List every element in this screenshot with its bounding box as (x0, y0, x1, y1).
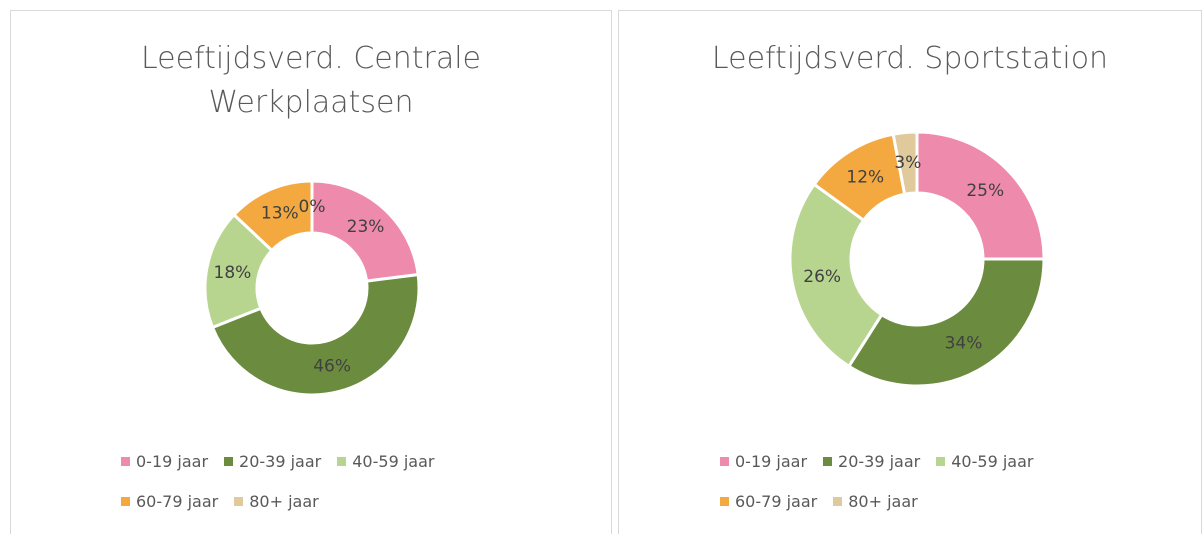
legend-item: 80+ jaar (833, 489, 918, 513)
legend-swatch (720, 496, 729, 506)
legend-swatch (234, 496, 244, 506)
legend-label: 60-79 jaar (735, 491, 818, 511)
legend-swatch (936, 456, 946, 466)
donut-segment (846, 257, 1046, 388)
legend-label: 60-79 jaar (136, 491, 219, 511)
legend: 0-19 jaar 20-39 jaar 40-59 jaar 60-79 jaar 8… (121, 449, 501, 513)
chart: 25% 34% 26% 12% 3% (788, 130, 1046, 388)
chart-title: Leeftijdsverd. Sportstation (711, 41, 1109, 76)
legend-label: 20-39 jaar (838, 451, 921, 471)
chart-panel: Leeftijdsverd. Centrale Werkplaatsen 23%… (10, 10, 612, 534)
legend-label: 80+ jaar (848, 491, 918, 511)
legend-label: 0-19 jaar (735, 451, 808, 471)
data-label: 12% (846, 168, 884, 188)
data-label: 13% (261, 204, 299, 224)
donut-segment (210, 272, 421, 397)
legend-swatch (720, 456, 729, 466)
legend-item: 40-59 jaar (936, 449, 1033, 473)
data-label: 46% (313, 356, 351, 376)
legend-item: 20-39 jaar (823, 449, 920, 473)
data-label: 23% (347, 217, 385, 237)
legend-item: 40-59 jaar (337, 449, 434, 473)
legend-swatch (833, 496, 843, 506)
data-label: 3% (894, 153, 921, 173)
data-label: 25% (966, 181, 1004, 201)
legend-item: 60-79 jaar (720, 489, 817, 513)
legend-item: 20-39 jaar (224, 449, 321, 473)
legend-label: 40-59 jaar (951, 451, 1034, 471)
chart: 23% 46% 18% 13% 0% (203, 179, 421, 397)
data-label: 0% (299, 197, 326, 217)
legend-item: 80+ jaar (234, 489, 319, 513)
chart-title: Leeftijdsverd. Centrale Werkplaatsen (140, 41, 482, 120)
legend-label: 80+ jaar (249, 491, 319, 511)
legend-label: 0-19 jaar (136, 451, 209, 471)
legend-item: 0-19 jaar (720, 449, 807, 473)
legend-item: 0-19 jaar (121, 449, 208, 473)
legend-swatch (823, 456, 833, 466)
donut-segment (310, 179, 420, 283)
legend-swatch (121, 496, 130, 506)
legend-item: 60-79 jaar (121, 489, 218, 513)
legend: 0-19 jaar 20-39 jaar 40-59 jaar 60-79 jaar 8… (720, 449, 1100, 513)
legend-label: 40-59 jaar (352, 451, 435, 471)
legend-swatch (224, 456, 234, 466)
donut-segment (788, 182, 884, 369)
data-label: 26% (803, 267, 841, 287)
legend-label: 20-39 jaar (239, 451, 322, 471)
donut-segment (891, 130, 919, 196)
data-label: 34% (945, 334, 983, 354)
data-label: 18% (214, 263, 252, 283)
chart-panel: Leeftijdsverd. Sportstation 25% 34% 26% 12%… (618, 10, 1202, 534)
donut-segment (915, 130, 1046, 261)
legend-swatch (121, 456, 130, 466)
legend-swatch (337, 456, 347, 466)
